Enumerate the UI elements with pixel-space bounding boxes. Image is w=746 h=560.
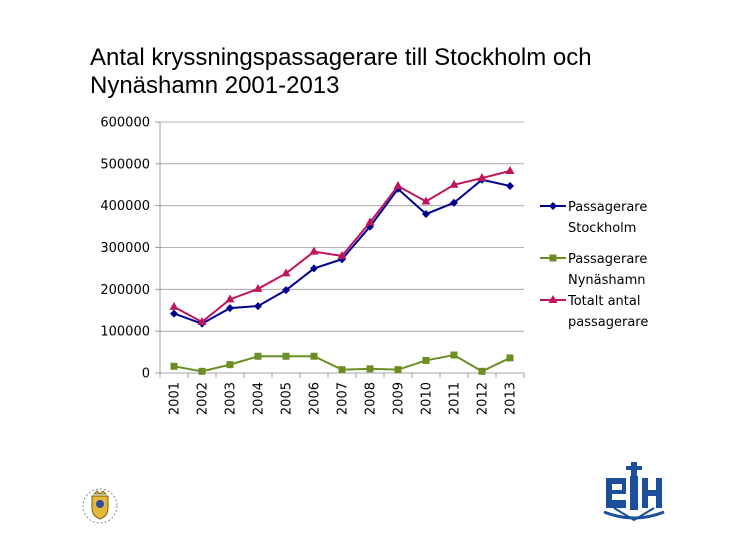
data-point xyxy=(549,202,557,210)
legend-label: Totalt antal xyxy=(567,294,640,309)
x-tick-label: 2010 xyxy=(420,382,435,415)
data-point xyxy=(394,366,402,374)
x-tick-label: 2001 xyxy=(168,382,183,415)
legend-label: passagerare xyxy=(568,315,648,330)
x-tick-label: 2004 xyxy=(252,382,267,415)
y-tick-label: 500000 xyxy=(100,157,150,172)
legend-label: Passagerare xyxy=(568,200,647,215)
data-point xyxy=(170,362,178,370)
data-point xyxy=(254,302,262,311)
data-point xyxy=(198,367,206,375)
data-point xyxy=(422,356,430,364)
y-tick-label: 100000 xyxy=(100,325,150,340)
data-point xyxy=(170,309,178,318)
x-tick-label: 2007 xyxy=(336,382,351,415)
data-point xyxy=(337,250,347,259)
y-tick-label: 400000 xyxy=(100,199,150,214)
data-point xyxy=(549,254,557,262)
data-point xyxy=(169,301,179,310)
sth-anchor-emblem-icon xyxy=(603,462,665,522)
data-point xyxy=(226,361,234,369)
data-point xyxy=(421,196,431,205)
data-point xyxy=(253,283,263,292)
data-point xyxy=(478,367,486,375)
data-point xyxy=(366,365,374,373)
data-point xyxy=(450,351,458,359)
data-point xyxy=(450,198,458,207)
data-point xyxy=(309,246,319,255)
data-point xyxy=(310,352,318,360)
x-tick-label: 2011 xyxy=(448,382,463,415)
series-line xyxy=(173,169,511,324)
data-point xyxy=(506,182,514,191)
x-tick-label: 2003 xyxy=(224,382,239,415)
y-tick-label: 200000 xyxy=(100,283,150,298)
data-point xyxy=(477,173,487,182)
y-tick-label: 0 xyxy=(142,367,150,382)
x-tick-label: 2002 xyxy=(196,382,211,415)
slide-title: Antal kryssningspassagerare till Stockho… xyxy=(90,44,592,99)
data-point xyxy=(365,217,375,226)
data-point xyxy=(225,294,235,303)
y-tick-label: 300000 xyxy=(100,241,150,256)
x-tick-label: 2013 xyxy=(504,382,519,415)
data-point xyxy=(282,286,290,295)
data-point xyxy=(197,316,207,325)
data-point xyxy=(422,210,430,219)
data-point xyxy=(282,352,290,360)
stockholms-stad-crest-icon xyxy=(82,488,118,524)
legend-label: Passagerare xyxy=(568,252,647,267)
y-tick-label: 600000 xyxy=(100,116,150,131)
legend-label: Nynäshamn xyxy=(568,273,646,288)
data-point xyxy=(393,181,403,190)
x-tick-label: 2006 xyxy=(308,382,323,415)
data-point xyxy=(449,179,459,188)
data-point xyxy=(226,304,234,313)
data-point xyxy=(506,354,514,362)
data-point xyxy=(310,264,318,273)
x-tick-label: 2012 xyxy=(476,382,491,415)
legend-label: Stockholm xyxy=(568,221,636,236)
data-point xyxy=(505,165,515,174)
data-point xyxy=(254,352,262,360)
x-tick-label: 2005 xyxy=(280,382,295,415)
data-point xyxy=(338,366,346,374)
x-tick-label: 2009 xyxy=(392,382,407,415)
data-point xyxy=(281,268,291,277)
x-tick-label: 2008 xyxy=(364,382,379,415)
data-point xyxy=(548,295,558,303)
